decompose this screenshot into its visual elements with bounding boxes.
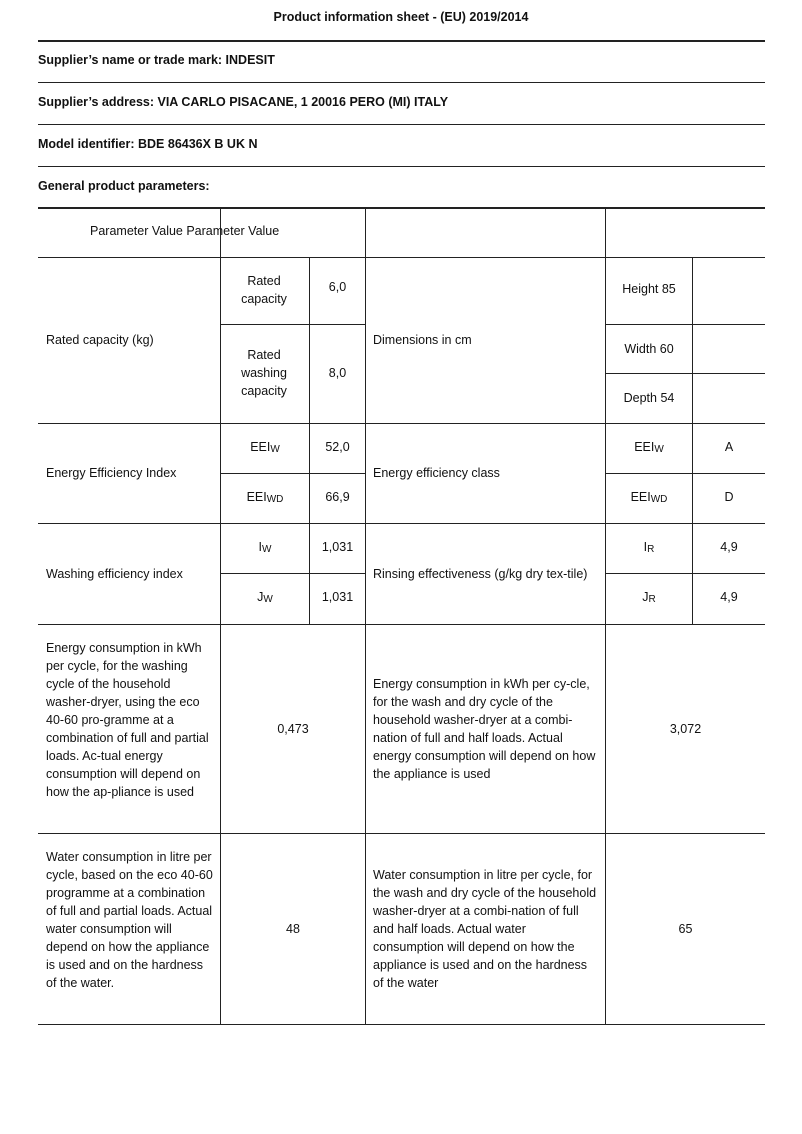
eei-wd-sublabel: EEI WD — [246, 490, 284, 505]
table-border — [605, 324, 765, 325]
table-border — [365, 208, 366, 1025]
washing-efficiency-label: Washing efficiency index — [46, 566, 183, 581]
energy-consumption-washing-label: Energy consumption in kWh per cycle, for… — [46, 641, 209, 799]
table-border — [38, 833, 765, 834]
table-border — [38, 207, 765, 209]
eei-wd-value: 66,9 — [325, 490, 350, 504]
model-identifier: Model identifier: BDE 86436X B UK N — [38, 137, 258, 151]
page-title: Product information sheet - (EU) 2019/20… — [273, 10, 529, 24]
table-border — [309, 257, 310, 624]
eei-w-value: 52,0 — [325, 440, 350, 454]
depth-value: Depth 54 — [623, 391, 675, 405]
table-border — [220, 208, 221, 1025]
general-parameters-heading: General product parameters: — [38, 179, 210, 193]
jw-value: 1,031 — [321, 590, 354, 604]
eei-w-sublabel: EEI W — [250, 440, 280, 455]
rated-washing-capacity-value: 8,0 — [328, 366, 347, 380]
table-border — [605, 208, 606, 1025]
eec-w-sublabel: EEI W — [634, 440, 664, 455]
eec-wd-value: D — [724, 490, 734, 504]
table-border — [220, 473, 365, 474]
table-border — [692, 257, 693, 624]
rinsing-effectiveness-label: Rinsing effectiveness (g/kg dry tex-tile… — [373, 566, 588, 581]
width-value: Width 60 — [624, 342, 674, 356]
water-consumption-washing-value: 48 — [286, 921, 300, 936]
rated-washing-capacity-sublabel: Rated washing capacity — [241, 348, 287, 398]
eec-w-value: A — [724, 440, 734, 454]
energy-consumption-washdry-value: 3,072 — [669, 721, 702, 736]
divider — [38, 166, 765, 167]
table-border — [38, 423, 765, 424]
height-value: Height 85 — [622, 282, 676, 296]
table-border — [605, 573, 765, 574]
table-border — [38, 523, 765, 524]
water-consumption-washdry-label: Water consumption in litre per cycle, fo… — [373, 867, 597, 990]
energy-efficiency-index-label: Energy Efficiency Index — [46, 466, 177, 480]
water-consumption-washdry-value: 65 — [678, 921, 693, 936]
iw-value: 1,031 — [321, 540, 354, 554]
table-border — [220, 573, 365, 574]
rated-capacity-label: Rated capacity (kg) — [46, 333, 154, 347]
table-border — [38, 624, 765, 625]
table-border — [38, 257, 765, 258]
rated-capacity-sublabel: Rated capacity — [241, 274, 287, 306]
divider — [38, 124, 765, 125]
table-border — [605, 373, 765, 374]
ir-value: 4,9 — [720, 540, 738, 554]
supplier-address: Supplier’s address: VIA CARLO PISACANE, … — [38, 95, 449, 109]
table-border — [38, 1024, 765, 1025]
energy-consumption-washdry-label: Energy consumption in kWh per cy-cle, fo… — [373, 676, 596, 781]
dimensions-label: Dimensions in cm — [373, 333, 472, 347]
eec-wd-sublabel: EEI WD — [630, 490, 668, 505]
water-consumption-washing-label: Water consumption in litre per cycle, ba… — [46, 850, 213, 990]
rated-capacity-value: 6,0 — [328, 280, 347, 294]
energy-efficiency-class-label: Energy efficiency class — [373, 466, 500, 480]
supplier-name: Supplier’s name or trade mark: INDESIT — [38, 53, 275, 67]
table-border — [220, 324, 365, 325]
divider — [38, 40, 765, 42]
energy-consumption-washing-value: 0,473 — [277, 721, 309, 736]
jr-value: 4,9 — [720, 590, 738, 604]
table-header: Parameter Value Parameter Value — [90, 224, 280, 238]
divider — [38, 82, 765, 83]
table-border — [605, 473, 765, 474]
